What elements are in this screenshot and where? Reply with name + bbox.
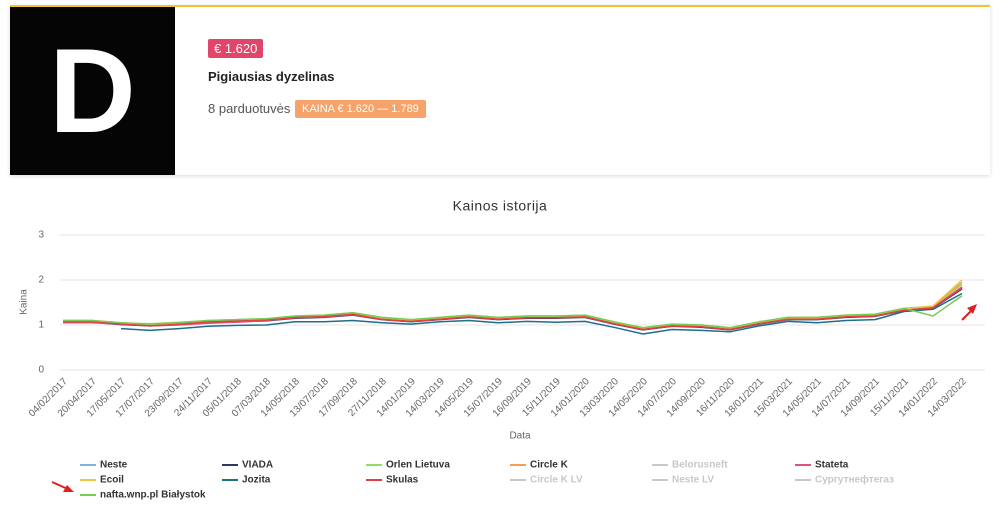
legend-label[interactable]: Circle K LV	[530, 475, 583, 486]
series-line	[63, 295, 963, 329]
chart: Kainos istorija Kaina Data 012304/02/201…	[19, 198, 985, 501]
legend-label[interactable]: Jozita	[242, 475, 271, 486]
y-tick-label: 1	[38, 320, 44, 331]
legend-label[interactable]: Orlen Lietuva	[386, 460, 450, 471]
price-badge: € 1.620	[208, 39, 264, 58]
x-axis-label: Data	[509, 431, 531, 442]
y-tick-label: 0	[38, 365, 44, 376]
y-tick-label: 2	[38, 275, 44, 286]
arrow-head	[967, 304, 977, 314]
series-line	[63, 287, 963, 331]
logo: D	[10, 7, 175, 175]
product-card: D € 1.620 Pigiausias dyzelinas 8 parduot…	[10, 5, 990, 175]
range-badge: KAINA € 1.620 — 1.789	[295, 100, 426, 118]
y-axis-label: Kaina	[19, 289, 30, 315]
store-count: 8 parduotuvės	[208, 101, 291, 116]
legend-label[interactable]: Neste LV	[672, 475, 714, 486]
legend-label[interactable]: Stateta	[815, 460, 849, 471]
product-title: Pigiausias dyzelinas	[208, 69, 335, 84]
legend-label[interactable]: Ecoil	[100, 475, 124, 486]
legend-label[interactable]: Skulas	[386, 475, 419, 486]
chart-title: Kainos istorija	[453, 198, 548, 214]
y-tick-label: 3	[38, 230, 44, 241]
arrow-head	[63, 485, 74, 492]
legend-label[interactable]: VIADA	[242, 460, 273, 471]
series-line	[120, 292, 963, 335]
legend-label[interactable]: Belorusneft	[672, 460, 728, 471]
legend-label[interactable]: nafta.wnp.pl Białystok	[100, 490, 206, 501]
legend-label[interactable]: Сургутнефтегаз	[815, 474, 894, 486]
legend-label[interactable]: Circle K	[530, 460, 569, 471]
legend-label[interactable]: Neste	[100, 460, 128, 471]
